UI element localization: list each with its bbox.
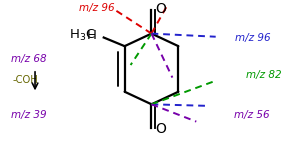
Text: m/z 82: m/z 82 (246, 70, 281, 80)
Text: O: O (155, 122, 166, 136)
Text: H: H (86, 29, 96, 42)
Text: -COH: -COH (13, 75, 38, 85)
Text: H$_3$C: H$_3$C (69, 28, 96, 44)
Text: O: O (155, 2, 166, 16)
Text: m/z 56: m/z 56 (234, 109, 269, 120)
Text: m/z 96: m/z 96 (79, 3, 114, 13)
Text: m/z 96: m/z 96 (235, 32, 271, 43)
Text: m/z 68: m/z 68 (11, 54, 47, 64)
Text: m/z 39: m/z 39 (11, 110, 47, 120)
